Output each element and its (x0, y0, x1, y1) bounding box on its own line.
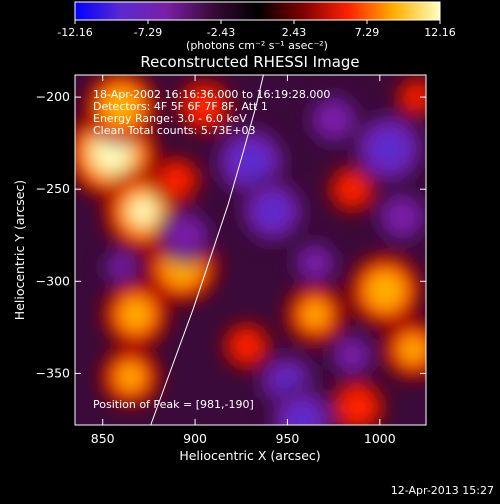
heatmap-cold-region (230, 141, 271, 182)
heatmap-hot-region (399, 336, 426, 363)
colorbar-tick-label: 2.43 (282, 26, 307, 39)
heatmap-hot-region (160, 163, 194, 197)
colorbar-tick-label: -7.29 (134, 26, 162, 39)
peak-position-label: Position of Peak = [981,-190] (93, 398, 254, 411)
plot-area: 850 900 950 1000 −200 −250 −300 −350 18-Apr-20… (36, 74, 427, 446)
colorbar-ticks: -12.16 -7.29 -2.43 2.43 7.29 12.16 (57, 20, 456, 39)
footer-timestamp: 12-Apr-2013 15:27 (391, 484, 494, 497)
x-axis-title: Heliocentric X (arcsec) (179, 448, 320, 463)
colorbar-tick-label: -12.16 (57, 26, 92, 39)
heatmap-hot-region (301, 301, 329, 328)
x-axis-ticks: 850 900 950 1000 (91, 75, 396, 446)
colorbar-tick-label: 12.16 (424, 26, 456, 39)
colorbar-tick-label: -2.43 (207, 26, 235, 39)
heatmap-hot-region (365, 270, 405, 311)
annotation-time: 18-Apr-2002 16:16:36.000 to 16:19:28.000 (93, 88, 330, 101)
heatmap-hot-region (335, 172, 369, 206)
y-tick-label: −200 (36, 89, 70, 104)
x-tick-label: 1000 (364, 431, 396, 446)
colorbar-gradient (74, 1, 441, 21)
plot-frame (74, 74, 427, 426)
colorbar: -12.16 -7.29 -2.43 2.43 7.29 12.16 (photons c… (57, 1, 456, 52)
heatmap-cold-region (107, 253, 135, 280)
colorbar-tick-label: 7.29 (355, 26, 380, 39)
solar-limb-line (150, 75, 264, 425)
x-tick-label: 850 (91, 431, 115, 446)
heatmap-hot-region (101, 86, 141, 126)
heatmap-hot-region (230, 329, 264, 363)
annotation-clean: Clean Total counts: 5.73E+03 (93, 124, 256, 137)
y-axis-title: Heliocentric Y (arcsec) (12, 180, 27, 320)
heatmap-hot-region (117, 363, 144, 391)
heatmap-hot-region (130, 198, 157, 225)
heatmap-hot-region (184, 86, 224, 126)
y-tick-label: −350 (36, 365, 70, 380)
x-tick-label: 950 (276, 431, 300, 446)
heatmap-hot-region (119, 298, 153, 331)
y-axis-ticks: −200 −250 −300 −350 (36, 89, 426, 380)
heatmap-cold-region (335, 338, 369, 372)
heatmap-cold-region (314, 99, 354, 139)
heatmap-hot-region (403, 83, 426, 111)
chart-title: Reconstructed RHESSI Image (140, 53, 359, 71)
heatmap-cold-region (256, 194, 290, 228)
colorbar-unit-label: (photons cm⁻² s⁻¹ asec⁻²) (186, 39, 328, 52)
y-tick-label: −300 (36, 273, 70, 288)
heatmap (75, 75, 426, 425)
heatmap-cold-region (369, 129, 409, 169)
heatmap-cold-region (382, 197, 422, 237)
y-tick-label: −250 (36, 181, 70, 196)
annotation-detectors: Detectors: 4F 5F 6F 7F 8F, Att 1 (93, 100, 268, 113)
x-tick-label: 900 (183, 431, 207, 446)
heatmap-hot-region (338, 386, 378, 425)
heatmap-cold-region (166, 215, 206, 255)
annotation-energy: Energy Range: 3.0 - 6.0 keV (93, 112, 247, 125)
heatmap-cold-region (285, 403, 319, 425)
heatmap-cold-region (298, 246, 332, 280)
